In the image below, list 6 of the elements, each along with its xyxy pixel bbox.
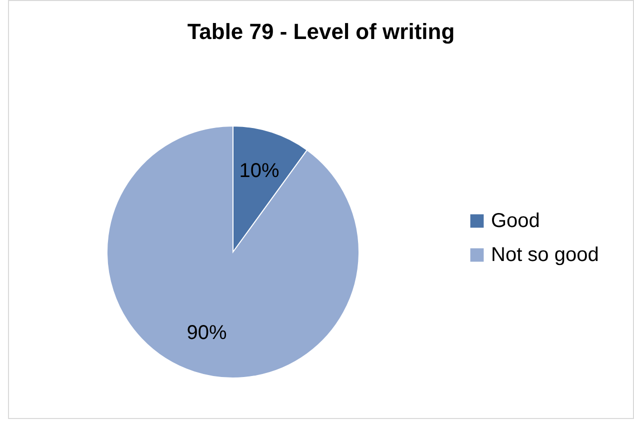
legend-label: Good [491,210,540,232]
chart-title: Table 79 - Level of writing [187,19,455,44]
data-label: 10% [239,160,280,182]
legend-label: Not so good [491,244,599,266]
pie-slice [106,126,360,378]
data-label: 90% [186,322,227,344]
